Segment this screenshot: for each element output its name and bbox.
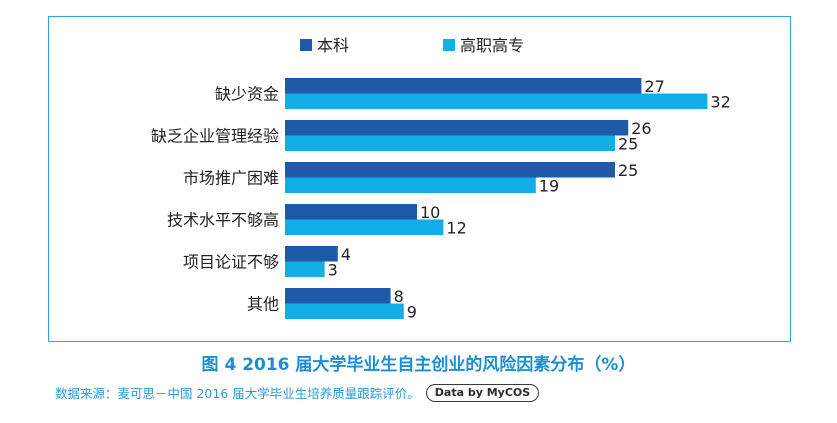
category-label-3: 技术水平不够高 <box>167 211 279 230</box>
category-label-5: 其他 <box>247 295 279 314</box>
value-label-3-0: 10 <box>420 203 440 222</box>
bar-chart: 本科 高职高专 缺少资金缺乏企业管理经验市场推广困难技术水平不够高项目论证不够其他… <box>151 36 731 322</box>
value-label-0-0: 27 <box>644 77 664 96</box>
figure-caption: 图 4 2016 届大学毕业生自主创业的风险因素分布（%） <box>201 355 636 375</box>
bar-3-0 <box>285 204 417 220</box>
legend-swatch-0 <box>300 39 312 51</box>
bar-2-0 <box>285 162 615 178</box>
category-label-4: 项目论证不够 <box>183 253 279 272</box>
value-label-1-0: 26 <box>631 119 651 138</box>
bar-0-1 <box>285 93 708 109</box>
source-text: 数据来源：麦可思－中国 2016 届大学毕业生培养质量跟踪评价。 <box>55 386 420 401</box>
value-label-3-1: 12 <box>446 219 466 238</box>
bar-4-0 <box>285 246 338 262</box>
bar-5-1 <box>285 303 404 319</box>
bars <box>285 78 708 319</box>
bar-1-1 <box>285 135 615 151</box>
value-label-2-0: 25 <box>618 161 638 180</box>
value-label-2-1: 19 <box>539 177 559 196</box>
bar-4-1 <box>285 261 325 277</box>
value-label-5-0: 8 <box>394 287 404 306</box>
legend-label-0: 本科 <box>317 36 349 55</box>
value-label-5-1: 9 <box>407 303 417 322</box>
legend-label-1: 高职高专 <box>460 36 524 55</box>
legend-swatch-1 <box>443 39 455 51</box>
value-label-0-1: 32 <box>710 93 730 112</box>
data-source: 数据来源：麦可思－中国 2016 届大学毕业生培养质量跟踪评价。 Data by… <box>55 383 540 402</box>
legend: 本科 高职高专 <box>300 36 524 55</box>
bar-1-0 <box>285 120 629 136</box>
mycos-badge: Data by MyCOS <box>425 383 540 402</box>
value-label-4-0: 4 <box>341 245 351 264</box>
bar-2-1 <box>285 177 536 193</box>
value-label-1-1: 25 <box>618 135 638 154</box>
bar-5-0 <box>285 288 391 304</box>
category-label-2: 市场推广困难 <box>183 169 279 188</box>
category-label-1: 缺乏企业管理经验 <box>151 127 279 146</box>
bar-0-0 <box>285 78 642 94</box>
category-label-0: 缺少资金 <box>215 85 279 104</box>
value-label-4-1: 3 <box>328 261 338 280</box>
bar-3-1 <box>285 219 444 235</box>
